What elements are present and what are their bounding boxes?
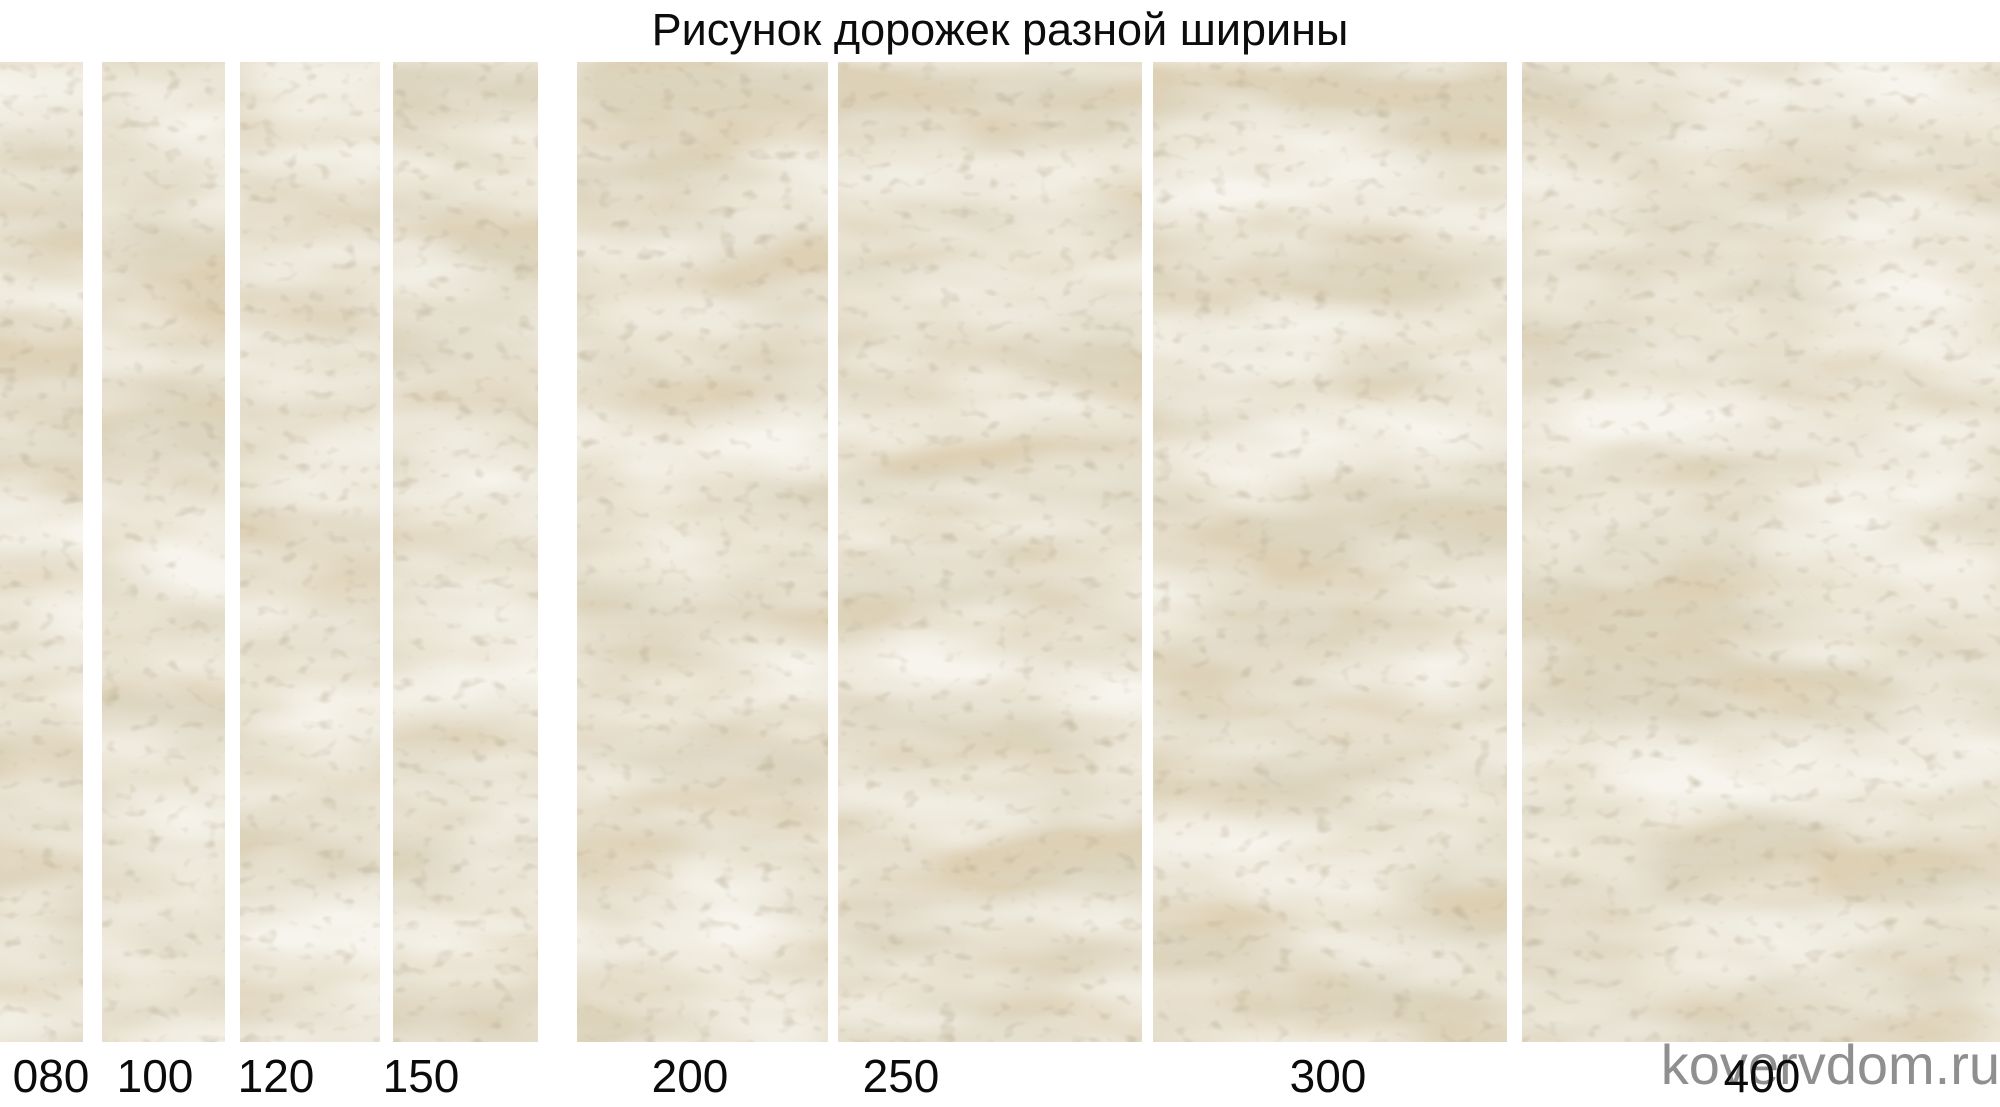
carpet-texture — [1153, 62, 1507, 1042]
strip-width-label-400: 400 — [1723, 1050, 1801, 1102]
carpet-texture — [0, 62, 83, 1042]
carpet-texture — [577, 62, 828, 1042]
page-title: Рисунок дорожек разной ширины — [651, 4, 1349, 55]
carpet-runner-strip-080 — [0, 62, 83, 1042]
carpet-runner-strip-100 — [102, 62, 225, 1042]
carpet-runner-strip-300 — [1153, 62, 1507, 1042]
strip-width-label-300: 300 — [1289, 1050, 1367, 1102]
carpet-runner-strip-400 — [1522, 62, 2000, 1042]
carpet-texture — [1522, 62, 2000, 1042]
carpet-runner-strip-120 — [240, 62, 380, 1042]
strip-width-label-100: 100 — [116, 1050, 194, 1102]
carpet-texture — [102, 62, 225, 1042]
strip-width-label-250: 250 — [862, 1050, 940, 1102]
carpet-runner-strip-150 — [393, 62, 538, 1042]
carpet-runner-strip-250 — [838, 62, 1142, 1042]
carpet-texture — [838, 62, 1142, 1042]
strip-width-label-120: 120 — [237, 1050, 315, 1102]
carpet-texture — [240, 62, 380, 1042]
carpet-runner-strip-200 — [577, 62, 828, 1042]
strip-width-label-200: 200 — [651, 1050, 729, 1102]
strip-width-label-080: 080 — [12, 1050, 90, 1102]
watermark: kovervdom.ru — [1660, 1033, 2000, 1096]
carpet-texture — [393, 62, 538, 1042]
strip-width-label-150: 150 — [382, 1050, 460, 1102]
